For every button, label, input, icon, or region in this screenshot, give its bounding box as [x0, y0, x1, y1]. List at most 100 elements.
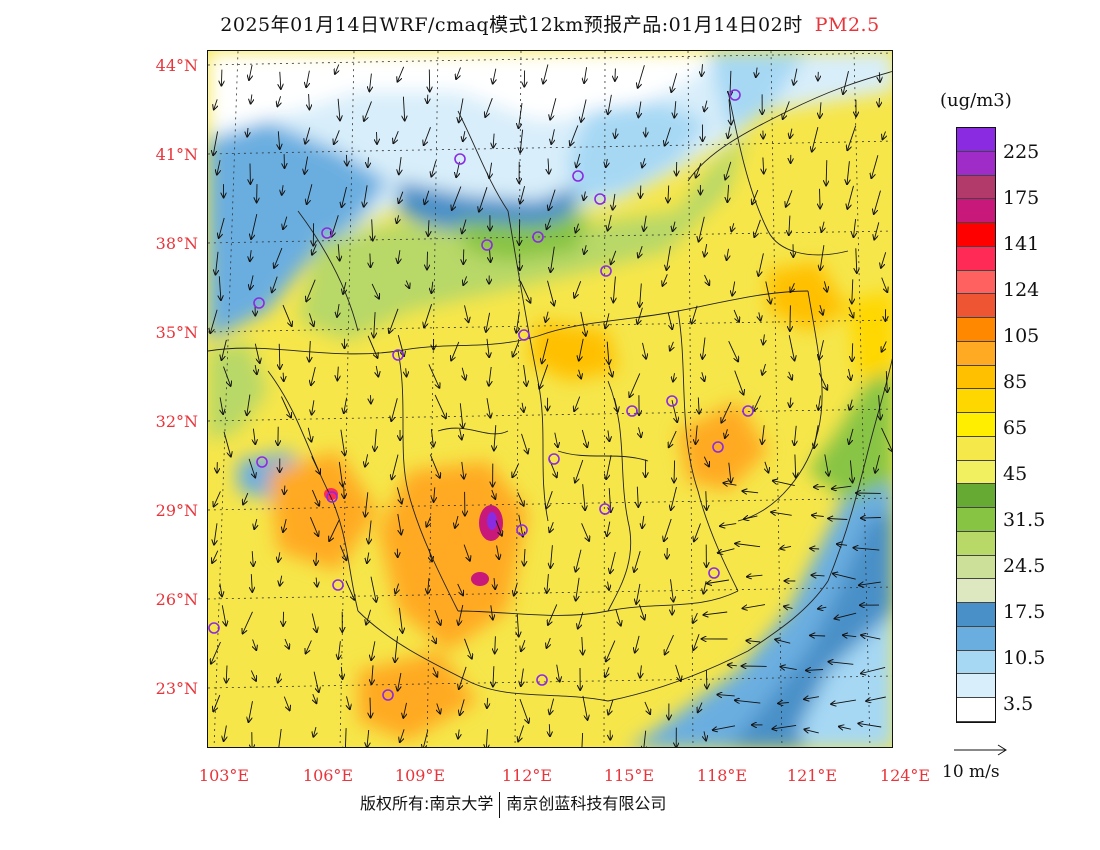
lon-label-124: 124°E [879, 766, 931, 785]
wind-vector [464, 305, 469, 322]
wind-vector [582, 695, 588, 720]
wind-vector [253, 639, 257, 651]
wind-vector [338, 244, 339, 260]
wind-vector [704, 731, 706, 740]
wind-vector [756, 67, 757, 78]
wind-vector [371, 283, 379, 299]
wind-vector [693, 633, 700, 650]
wind-vector [519, 103, 523, 128]
wind-vector [494, 578, 495, 589]
lat-label-23: 23°N [155, 679, 198, 698]
wind-vector [713, 725, 736, 730]
wind-vector [824, 281, 827, 291]
wind-vector [283, 518, 286, 532]
wind-vector [311, 366, 316, 385]
wind-vector [780, 546, 792, 548]
wind-vector [248, 458, 255, 478]
wind-vector [584, 67, 587, 83]
wind-vector [698, 702, 702, 713]
wind-vector [699, 216, 705, 242]
wind-vector [664, 518, 672, 541]
wind-vector [608, 430, 610, 441]
wind-vector [397, 513, 401, 534]
wind-vector [698, 397, 699, 414]
wind-vector [463, 276, 466, 285]
wind-vector [395, 636, 398, 662]
forecast-map[interactable] [207, 50, 893, 748]
wind-vector [249, 701, 253, 722]
wind-vector [702, 372, 705, 381]
wind-vector [247, 394, 250, 416]
wind-vector [280, 575, 282, 586]
wind-vector [211, 641, 221, 664]
wind-vector [517, 492, 524, 505]
wind-vector [400, 729, 405, 742]
wind-vector [673, 221, 675, 232]
wind-vector [365, 454, 368, 466]
wind-vector [703, 456, 709, 467]
wind-vector [852, 343, 853, 361]
wind-vector [574, 281, 582, 298]
wind-vector [810, 548, 820, 549]
colorbar-label: 105 [1003, 325, 1040, 347]
wind-vector [667, 312, 672, 329]
wind-vector [495, 636, 496, 653]
wind-vector [818, 372, 827, 390]
wind-vector [742, 491, 759, 493]
wind-vector [344, 486, 345, 499]
colorbar-label: 31.5 [1003, 509, 1046, 531]
wind-vector [824, 454, 829, 475]
wind-vector [486, 729, 487, 747]
lon-label-118: 118°E [696, 766, 748, 785]
wind-vector [735, 700, 761, 703]
wind-vector [520, 129, 522, 153]
wind-vector [492, 489, 496, 499]
wind-vector [517, 613, 519, 637]
wind-vector [346, 154, 347, 166]
colorbar-swatch [957, 650, 995, 675]
map-title: 2025年01月14日WRF/cmaq模式12km预报产品:01月14日02时 P… [0, 10, 1100, 37]
colorbar-swatch [957, 128, 995, 152]
wind-vector [428, 220, 429, 236]
wind-vector [828, 662, 854, 665]
wind-vector [704, 100, 707, 112]
wind-vector [406, 368, 407, 376]
wind-vector [308, 313, 313, 326]
colorbar-swatch [957, 341, 995, 366]
wind-vector [706, 491, 707, 510]
wind-vector [339, 545, 346, 560]
wind-vector [278, 728, 282, 747]
wind-vector [606, 640, 616, 662]
wind-vector [316, 577, 317, 587]
wind-vector [370, 253, 371, 268]
colorbar-swatch [957, 603, 995, 627]
wind-vector [493, 133, 494, 148]
wind-vector [456, 67, 461, 80]
wind-vector [866, 696, 886, 701]
wind-vector [790, 305, 791, 331]
wind-vector [375, 429, 377, 451]
wind-vector [812, 575, 825, 576]
wind-vector [427, 516, 431, 527]
wind-vector [606, 158, 608, 167]
wind-vector [818, 395, 820, 410]
wind-vector [312, 400, 314, 414]
wind-vector [635, 635, 640, 653]
wind-vector [278, 131, 279, 149]
wind-vector [220, 583, 222, 597]
wind-vector [826, 160, 827, 185]
wind-vector [549, 189, 556, 211]
wind-vector [250, 670, 256, 681]
wind-vector [369, 73, 371, 92]
wind-vector [547, 637, 551, 648]
wind-vector [389, 308, 399, 333]
wind-vector [668, 185, 669, 203]
map-canvas [208, 51, 892, 747]
wind-vector [704, 244, 706, 256]
wind-vector [881, 427, 892, 452]
wind-vector [451, 341, 460, 361]
wind-vector [243, 492, 249, 504]
wind-vector [849, 368, 851, 380]
wind-vector [725, 429, 728, 438]
wind-vector [727, 184, 728, 202]
